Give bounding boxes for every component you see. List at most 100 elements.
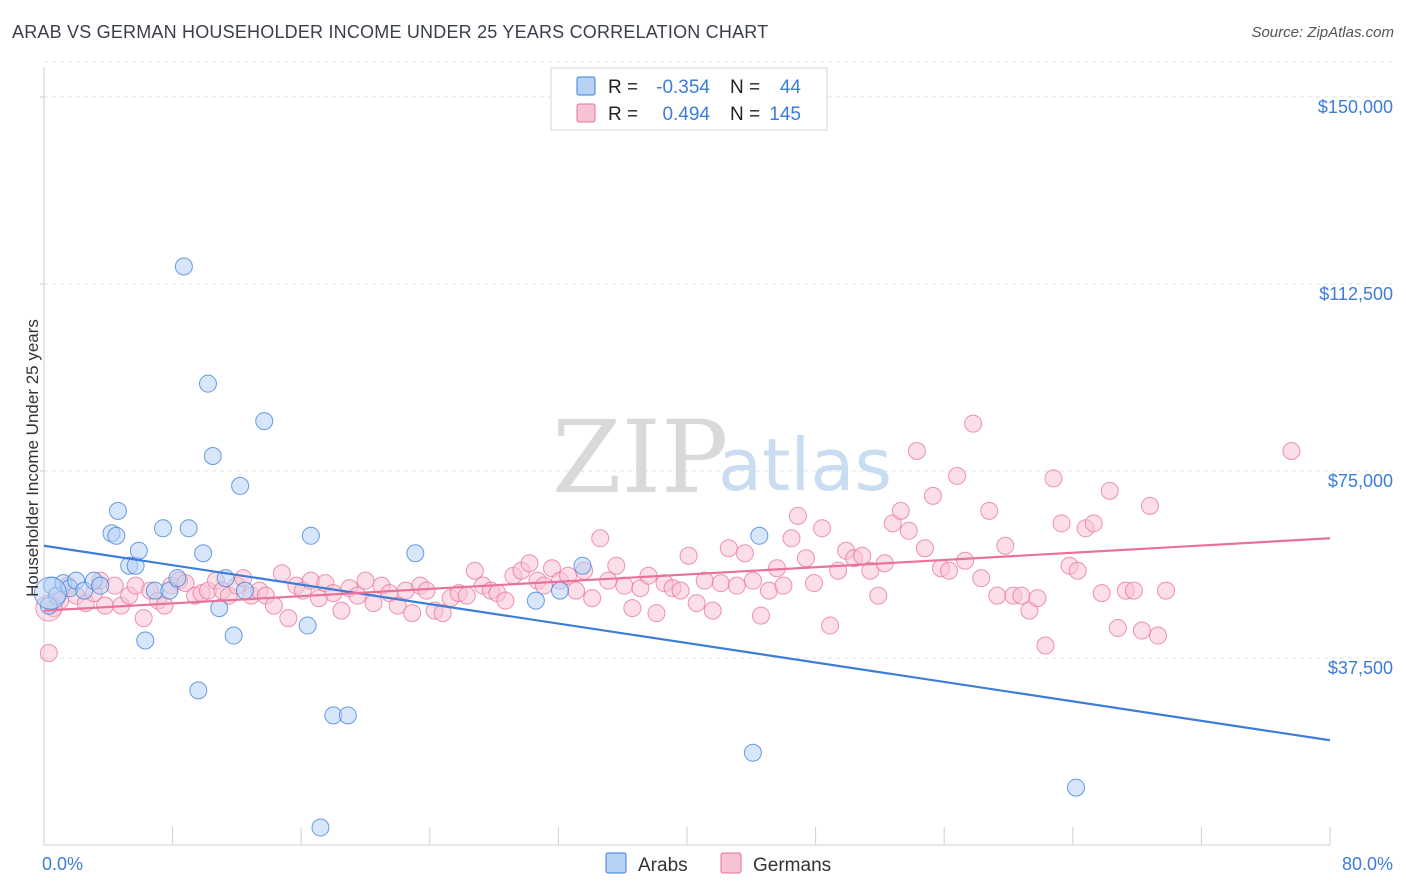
german-point: [703, 601, 722, 620]
german-point: [1028, 589, 1047, 608]
arab-point: [189, 681, 208, 700]
arab-point: [168, 569, 187, 588]
watermark: ZIP atlas: [552, 399, 892, 516]
arab-point: [526, 591, 545, 610]
watermark-zip: ZIP: [552, 399, 728, 516]
german-point: [972, 569, 991, 588]
germans-trend-line: [43, 537, 1331, 612]
german-point: [940, 561, 959, 580]
legend-r-value: 0.494: [662, 104, 710, 125]
german-point: [615, 576, 634, 595]
arab-point: [750, 526, 769, 545]
german-point: [687, 594, 706, 613]
arab-point: [194, 544, 213, 563]
german-point: [869, 586, 888, 605]
german-point: [567, 581, 586, 600]
german-point: [520, 554, 539, 573]
arab-point: [129, 541, 148, 560]
german-point: [727, 576, 746, 595]
arab-point: [551, 581, 570, 600]
german-point: [272, 564, 291, 583]
german-point: [821, 616, 840, 635]
german-point: [923, 486, 942, 505]
german-point: [1100, 481, 1119, 500]
arab-point: [231, 476, 250, 495]
german-point: [751, 606, 770, 625]
y-tick-label: $37,500: [1328, 658, 1393, 678]
german-point: [948, 466, 967, 485]
german-point: [348, 586, 367, 605]
german-point: [332, 601, 351, 620]
legend-n-value: 145: [769, 104, 801, 125]
german-point: [996, 536, 1015, 555]
german-point: [1108, 619, 1127, 638]
german-point: [891, 501, 910, 520]
german-point: [1148, 626, 1167, 645]
german-point: [671, 581, 690, 600]
german-point: [457, 586, 476, 605]
german-point: [279, 609, 298, 628]
legend-r-value: -0.354: [656, 77, 710, 98]
german-point: [591, 529, 610, 548]
german-point: [915, 539, 934, 558]
german-point: [1084, 514, 1103, 533]
bottom-legend-arabs: Arabs: [638, 855, 688, 876]
german-point: [964, 414, 983, 433]
arab-point: [338, 706, 357, 725]
german-point: [813, 519, 832, 538]
legend-r-label: R =: [608, 104, 638, 125]
legend-r-label: R =: [608, 77, 638, 98]
german-point: [607, 556, 626, 575]
german-point: [1124, 581, 1143, 600]
arab-point: [573, 556, 592, 575]
german-point: [1157, 581, 1176, 600]
german-point: [583, 589, 602, 608]
german-point: [356, 571, 375, 590]
x-tick-label: 0.0%: [42, 854, 83, 874]
german-point: [1132, 621, 1151, 640]
bottom-legend: Arabs Germans: [605, 852, 831, 876]
german-point: [1052, 514, 1071, 533]
arab-point: [1067, 778, 1086, 797]
arab-point: [174, 257, 193, 276]
german-point: [433, 604, 452, 623]
legend-n-value: 44: [780, 77, 802, 98]
german-point: [96, 596, 115, 615]
german-point: [899, 521, 918, 540]
gridlines: [44, 61, 1395, 659]
trend-lines: [43, 537, 1331, 742]
german-point: [988, 586, 1007, 605]
german-point: [465, 561, 484, 580]
german-point: [496, 591, 515, 610]
watermark-atlas: atlas: [718, 423, 892, 507]
legend-swatch-germans: [576, 103, 596, 123]
arab-point: [255, 412, 274, 431]
german-point: [623, 599, 642, 618]
bottom-legend-swatch-germans: [720, 852, 742, 874]
german-point: [956, 551, 975, 570]
german-point: [134, 609, 153, 628]
german-point: [403, 604, 422, 623]
y-tick-label: $150,000: [1318, 97, 1393, 117]
german-point: [796, 549, 815, 568]
arab-point: [91, 576, 110, 595]
arab-point: [298, 616, 317, 635]
arab-point: [153, 519, 172, 538]
legend-swatch-arabs: [576, 76, 596, 96]
german-point: [1140, 496, 1159, 515]
arab-point: [107, 526, 126, 545]
y-tick-label: $112,500: [1319, 284, 1393, 304]
arabs-trend-line: [43, 544, 1331, 742]
x-tick-label: 80.0%: [1342, 854, 1393, 874]
german-point: [735, 544, 754, 563]
german-point: [1068, 561, 1087, 580]
german-point: [804, 574, 823, 593]
german-point: [599, 571, 618, 590]
arab-point: [136, 631, 155, 650]
arab-point: [210, 599, 229, 618]
german-point: [39, 643, 58, 662]
y-tick-labels: $37,500 $75,000 $112,500 $150,000: [1318, 97, 1393, 678]
legend-box: R = -0.354 N = 44 R = 0.494 N = 145: [550, 67, 828, 131]
bottom-legend-germans: Germans: [753, 855, 831, 876]
german-point: [1092, 584, 1111, 603]
